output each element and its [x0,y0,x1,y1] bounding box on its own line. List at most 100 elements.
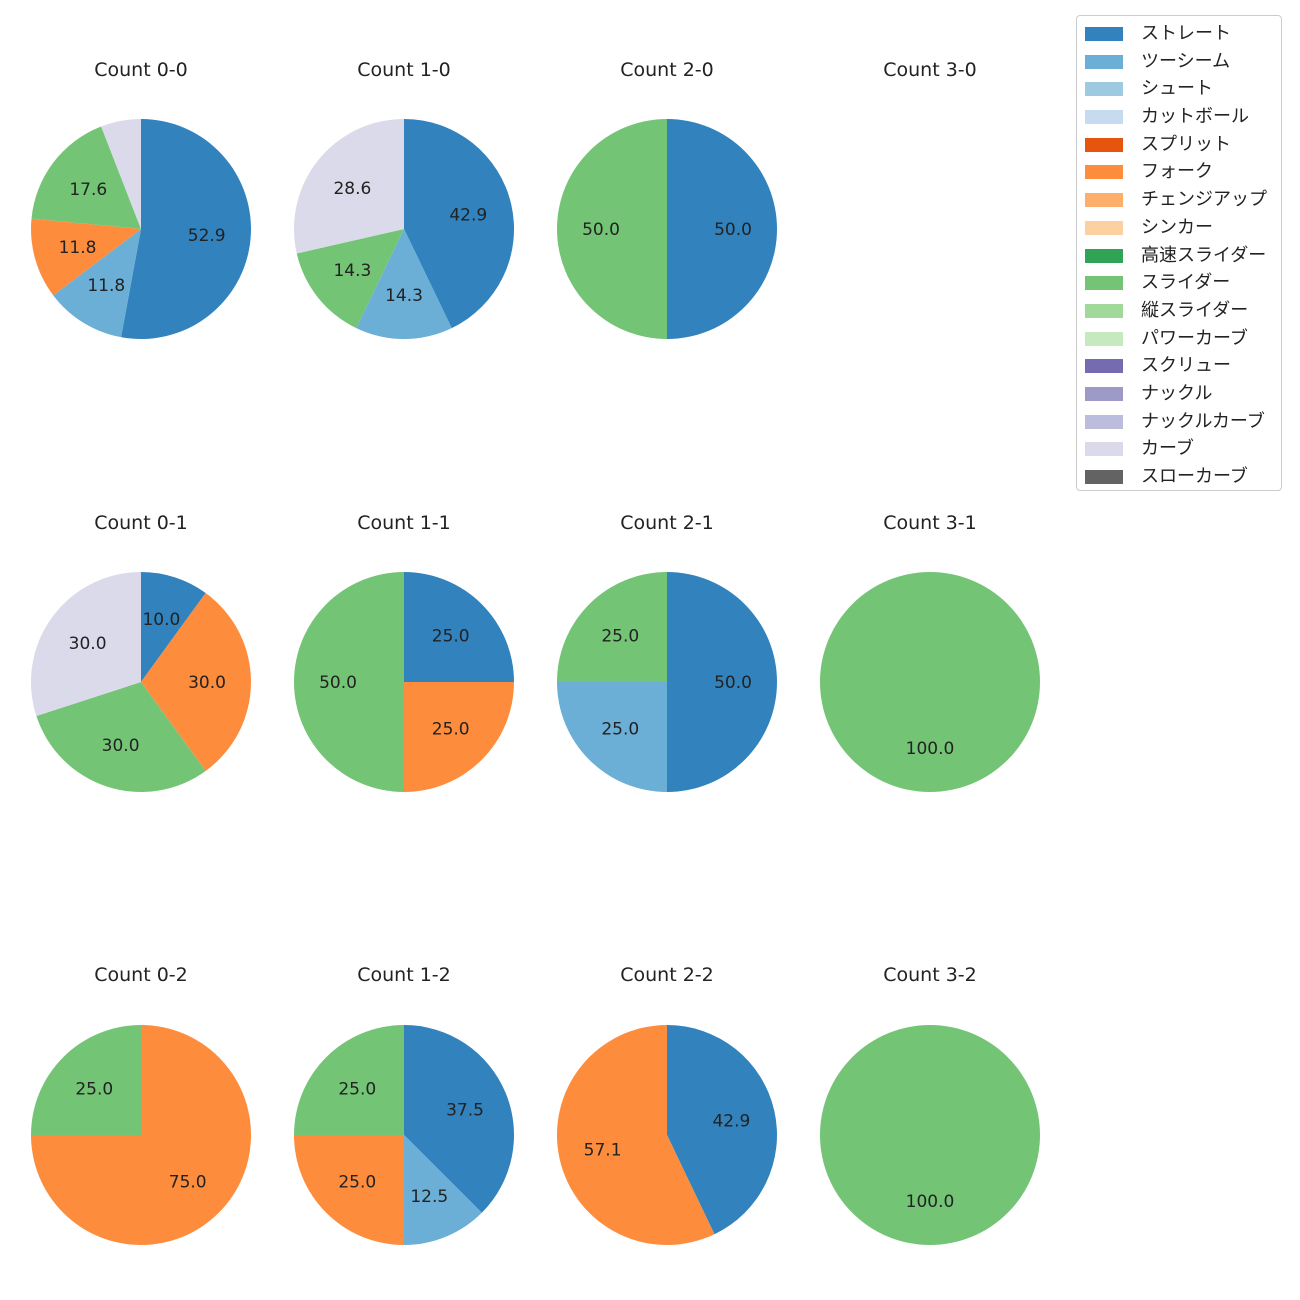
legend-swatch [1085,386,1123,401]
pie-chart: Count 3-0 [883,59,977,81]
slice-label: 25.0 [338,1079,376,1099]
chart-title: Count 0-0 [94,59,188,81]
slice-label: 52.9 [188,226,226,246]
slice-label: 50.0 [714,220,752,240]
pie-chart: Count 1-0 42.9 14.3 14.3 28.6 [294,59,515,340]
pie-slice [404,1135,482,1245]
slice-label: 30.0 [102,736,140,756]
legend-label: シュート [1141,78,1213,100]
legend-swatch [1085,27,1123,41]
slice-label: 57.1 [584,1141,622,1161]
legend-label: スローカーブ [1141,466,1248,487]
slice-label: 25.0 [601,720,639,740]
pie-chart: Count 2-1 50.0 25.0 25.0 [557,512,777,792]
legend-swatch [1085,54,1123,69]
legend-item: フォーク [1077,158,1281,186]
legend-swatch [1085,82,1123,97]
pie-slice [53,229,141,338]
pie-slice [820,572,1040,792]
legend-swatch [1085,414,1123,429]
pie-slice [30,572,141,716]
legend-swatch [1085,137,1123,152]
legend-item: カットボール [1077,103,1281,131]
slice-label: 30.0 [188,673,226,693]
legend-item: ナックルカーブ [1077,408,1281,436]
pie-slice [667,572,777,792]
legend-label: チェンジアップ [1141,189,1267,211]
legend-item: シュート [1077,75,1281,103]
legend-item: チェンジアップ [1077,186,1281,214]
legend-item: シンカー [1077,214,1281,242]
slice-label: 11.8 [87,276,125,296]
slice-label: 25.0 [432,626,470,646]
pie-slice [404,682,514,792]
pie-slice [667,1025,777,1235]
pie-slice [820,1025,1040,1245]
legend-swatch [1085,303,1123,318]
legend-label: ナックル [1141,382,1213,404]
legend-swatch [1085,165,1123,180]
legend-label: 高速スライダー [1141,244,1267,266]
pie-chart: Count 0-2 75.0 25.0 [31,964,251,1245]
slice-label: 25.0 [75,1079,113,1099]
legend-label: スクリュー [1141,355,1231,377]
slice-label: 50.0 [582,220,620,240]
legend-label: シンカー [1141,216,1213,238]
slice-label: 17.6 [69,180,107,200]
legend-item: スクリュー [1077,352,1281,380]
legend-label: カーブ [1141,438,1194,460]
chart-title: Count 3-1 [883,512,977,534]
slice-label: 12.5 [410,1187,448,1207]
legend-item: スプリット [1077,131,1281,159]
legend-label: ストレート [1141,23,1231,44]
legend-item: パワーカーブ [1077,325,1281,353]
pie-slice [31,126,142,229]
slice-label: 37.5 [446,1101,484,1121]
legend-item: 高速スライダー [1077,242,1281,270]
legend-label: スプリット [1141,133,1231,155]
pie-chart: Count 0-0 52.9 11.8 11.8 17.6 [31,59,251,339]
pie-slice [556,1025,715,1246]
chart-title: Count 3-0 [883,59,977,81]
pie-slice [356,229,452,340]
slice-label: 42.9 [712,1111,750,1131]
chart-title: Count 2-0 [620,59,714,81]
slice-label: 50.0 [714,673,752,693]
slice-label: 10.0 [142,610,180,630]
pie-slice [404,1025,514,1213]
legend-label: パワーカーブ [1141,327,1248,349]
chart-title: Count 2-2 [620,964,714,986]
pie-slice [557,682,667,792]
legend-label: スライダー [1141,272,1231,294]
legend-label: フォーク [1141,161,1213,183]
pie-chart: Count 1-2 37.5 12.5 25.0 25.0 [294,964,514,1245]
chart-title: Count 0-1 [94,512,188,534]
legend-item: 縦スライダー [1077,297,1281,325]
pie-chart: Count 3-1 100.0 [820,512,1040,792]
pie-slice [294,1135,404,1245]
legend: ストレートツーシーム シュートカットボール スプリットフォークチェンジアップ シンカー… [1076,15,1282,491]
pie-slice [557,572,667,682]
slice-label: 42.9 [449,205,487,225]
slice-label: 100.0 [906,1192,955,1212]
legend-item: カーブ [1077,435,1281,463]
pie-slice [121,119,251,339]
legend-swatch [1085,442,1123,457]
pie-slice [667,119,777,339]
chart-title: Count 0-2 [94,964,188,986]
slice-label: 14.3 [333,261,371,281]
pie-slice [36,682,206,793]
slice-label: 30.0 [69,634,107,654]
pie-slice [404,572,514,682]
pie-slice [141,572,206,682]
chart-title: Count 2-1 [620,512,714,534]
pie-chart: Count 1-1 25.0 25.0 50.0 [294,512,514,792]
legend-swatch [1085,110,1123,125]
pie-slice [296,229,404,329]
slice-label: 25.0 [601,626,639,646]
pie-chart: Count 2-0 50.0 50.0 [557,59,777,339]
legend-item: ツーシーム [1077,48,1281,76]
chart-title: Count 1-2 [357,964,451,986]
pie-slice [141,593,252,771]
